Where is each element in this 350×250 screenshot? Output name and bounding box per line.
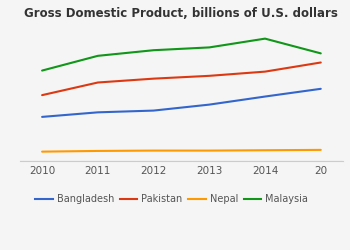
Title: Gross Domestic Product, billions of U.S. dollars: Gross Domestic Product, billions of U.S.… [25, 7, 338, 20]
Nepal [96, 150, 100, 152]
Nepal [152, 149, 156, 152]
Malaysia [40, 69, 44, 72]
Bangladesh [207, 103, 211, 106]
Bangladesh [96, 111, 100, 114]
Pakistan [152, 77, 156, 80]
Malaysia [207, 46, 211, 49]
Pakistan [207, 74, 211, 77]
Line: Bangladesh: Bangladesh [42, 89, 321, 117]
Bangladesh [152, 109, 156, 112]
Line: Malaysia: Malaysia [42, 39, 321, 70]
Line: Nepal: Nepal [42, 150, 321, 152]
Pakistan [263, 70, 267, 73]
Malaysia [96, 54, 100, 57]
Malaysia [318, 52, 323, 55]
Bangladesh [263, 95, 267, 98]
Pakistan [318, 61, 323, 64]
Nepal [263, 149, 267, 152]
Bangladesh [40, 116, 44, 118]
Nepal [318, 148, 323, 152]
Nepal [40, 150, 44, 153]
Bangladesh [318, 87, 323, 90]
Malaysia [152, 49, 156, 52]
Pakistan [40, 94, 44, 97]
Malaysia [263, 37, 267, 40]
Pakistan [96, 81, 100, 84]
Legend: Bangladesh, Pakistan, Nepal, Malaysia: Bangladesh, Pakistan, Nepal, Malaysia [32, 190, 312, 208]
Line: Pakistan: Pakistan [42, 62, 321, 95]
Nepal [207, 149, 211, 152]
